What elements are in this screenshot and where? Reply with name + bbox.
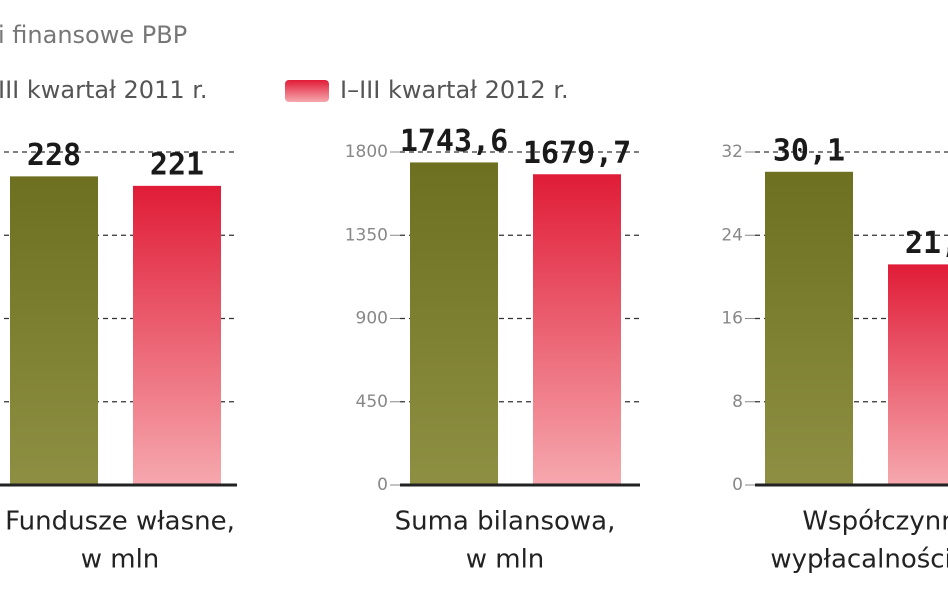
- bar: [410, 162, 498, 485]
- value-label: 21,: [905, 226, 948, 261]
- chart-title: i finansowe PBP: [0, 21, 187, 49]
- value-label: 228: [27, 138, 81, 173]
- value-label: 1679,7: [523, 136, 631, 171]
- legend-swatch: [285, 80, 329, 102]
- y-tick-label: 24: [721, 225, 743, 245]
- y-tick-label: 1800: [345, 142, 388, 162]
- x-axis-label: Fundusze własne,: [5, 507, 235, 537]
- x-axis-label: Współczynn: [802, 507, 948, 537]
- x-axis-label: w mln: [466, 545, 545, 575]
- x-axis-label: Suma bilansowa,: [395, 507, 616, 537]
- bar: [533, 174, 621, 485]
- bar: [133, 185, 221, 485]
- legend-label: III kwartał 2011 r.: [0, 76, 208, 104]
- x-axis-label: w mln: [81, 545, 160, 575]
- y-tick-label: 0: [377, 475, 388, 495]
- x-axis-label: wypłacalności, w: [770, 545, 948, 575]
- y-tick-label: 16: [721, 309, 743, 329]
- value-label: 221: [150, 147, 204, 182]
- y-tick-label: 1350: [345, 225, 388, 245]
- bar: [888, 264, 948, 485]
- bar: [765, 171, 853, 485]
- legend-label: I–III kwartał 2012 r.: [340, 76, 569, 104]
- bar: [10, 176, 98, 486]
- value-label: 1743,6: [400, 124, 508, 159]
- y-tick-label: 32: [721, 142, 743, 162]
- y-tick-label: 8: [732, 392, 743, 412]
- y-tick-label: 450: [356, 392, 388, 412]
- y-tick-label: 900: [356, 309, 388, 329]
- value-label: 30,1: [773, 133, 845, 168]
- y-tick-label: 0: [732, 475, 743, 495]
